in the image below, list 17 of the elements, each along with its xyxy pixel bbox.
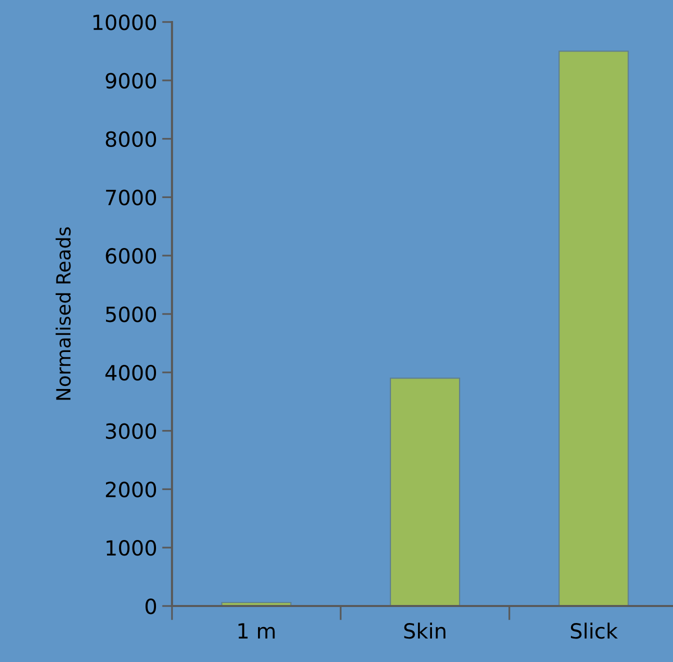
- y-tick-label: 4000: [105, 364, 156, 381]
- y-tick-label: 1000: [106, 540, 156, 556]
- y-tick-label: 3000: [106, 423, 156, 440]
- bar: [390, 378, 460, 606]
- bar: [558, 50, 629, 606]
- y-tick-label: 6000: [106, 248, 156, 264]
- x-tick-label: 1 m: [238, 623, 275, 638]
- y-tick-label: 5000: [106, 306, 156, 322]
- y-axis-title: Normalised Reads: [56, 227, 71, 400]
- y-tick-label: 7000: [106, 190, 156, 206]
- x-tick-label: Skin: [404, 622, 446, 639]
- y-tick-label: 2000: [106, 482, 156, 498]
- y-tick-label: 10000: [93, 14, 156, 30]
- y-tick-label: 8000: [106, 131, 156, 148]
- y-tick-label: 9000: [106, 72, 156, 89]
- y-tick-label: 0: [146, 598, 156, 614]
- x-tick-label: Slick: [570, 622, 618, 639]
